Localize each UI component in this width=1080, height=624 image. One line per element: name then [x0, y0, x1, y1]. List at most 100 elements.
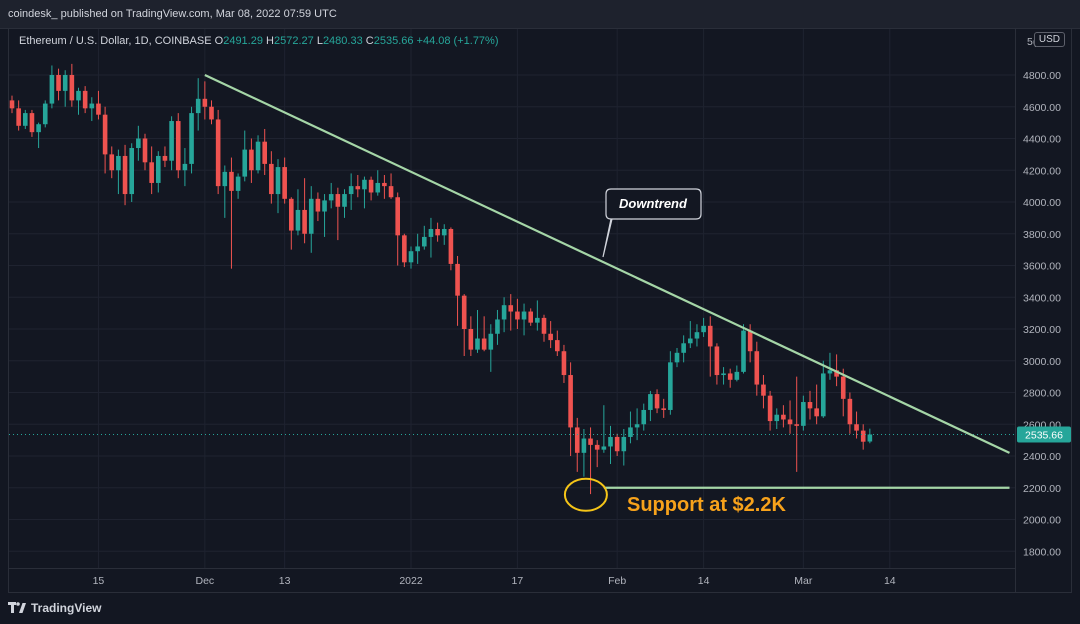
- support-circle-marker: [563, 477, 608, 512]
- candle-body: [455, 263, 460, 296]
- candle-body: [402, 235, 407, 263]
- candle-body: [827, 370, 833, 374]
- chart-panel[interactable]: 1800.00 2000.00 2200.00 2400.00 2600.00 2800.…: [8, 28, 1072, 593]
- candle-body: [56, 75, 61, 91]
- candle-body: [295, 209, 301, 231]
- candle-body: [102, 114, 108, 155]
- candle-body: [574, 427, 580, 453]
- downtrend-callout: Downtrend: [602, 188, 702, 258]
- candle-body: [415, 246, 420, 252]
- candle-body: [661, 408, 666, 410]
- candle-body: [142, 138, 148, 163]
- candle-body: [581, 438, 587, 453]
- candle-body: [76, 90, 81, 101]
- ohlc-legend: Ethereum / U.S. Dollar, 1D, COINBASE O24…: [19, 35, 499, 47]
- currency-selector[interactable]: USD: [1033, 32, 1065, 47]
- last-price-label: 2535.66: [1025, 429, 1063, 441]
- candle-body: [847, 398, 853, 425]
- candle-body: [628, 427, 633, 437]
- price-tick-label: 2800.00: [1023, 388, 1061, 400]
- footer: TradingView: [0, 594, 1080, 624]
- candle-body: [275, 167, 281, 195]
- candle-body: [601, 446, 607, 450]
- candle-body: [282, 167, 287, 199]
- candle-body: [614, 436, 620, 452]
- candle-body: [315, 198, 321, 212]
- candle-body: [289, 198, 294, 231]
- candle-body: [249, 149, 254, 171]
- candle-body: [62, 75, 68, 91]
- candle-body: [382, 182, 387, 187]
- candle-body: [701, 325, 706, 333]
- candle-body: [422, 236, 427, 247]
- time-tick-label: 14: [884, 575, 896, 587]
- candle-body: [109, 154, 115, 171]
- candle-body: [727, 373, 733, 380]
- candle-body: [840, 376, 846, 399]
- candle-body: [9, 100, 15, 109]
- callout-bubble: [602, 188, 702, 258]
- candle-body: [435, 228, 440, 236]
- tradingview-logo[interactable]: TradingView: [8, 601, 101, 615]
- candle-body: [781, 414, 786, 420]
- last-price-tag: [1017, 426, 1071, 443]
- candles-group: [9, 63, 873, 495]
- candle-body: [16, 108, 21, 126]
- candle-body: [541, 317, 547, 334]
- candle-body: [408, 251, 414, 263]
- candle-body: [555, 340, 560, 352]
- price-tick-label: 3600.00: [1023, 261, 1061, 273]
- candle-body: [162, 155, 168, 161]
- candle-body: [322, 200, 327, 212]
- candle-body: [368, 179, 374, 193]
- change-value: +44.08 (+1.77%): [416, 35, 499, 47]
- time-tick-label: 2022: [399, 575, 423, 587]
- candle-body: [189, 113, 194, 164]
- candle-body: [69, 75, 75, 101]
- open-label: O: [214, 35, 224, 47]
- symbol-label[interactable]: Ethereum / U.S. Dollar, 1D, COINBASE: [19, 35, 212, 47]
- candle-body: [515, 311, 520, 320]
- candle-body: [149, 162, 154, 183]
- close-label: C: [365, 35, 374, 47]
- candle-body: [508, 305, 514, 312]
- price-tick-label-partial: 5(: [1027, 36, 1037, 48]
- candle-body: [328, 194, 334, 201]
- time-tick-label: 17: [512, 575, 524, 587]
- price-tick-label: 4200.00: [1023, 165, 1061, 177]
- candle-body: [42, 103, 48, 125]
- price-tick-label: 4400.00: [1023, 134, 1061, 146]
- candle-body: [23, 113, 28, 126]
- candle-body: [302, 209, 307, 234]
- candle-body: [441, 228, 447, 236]
- candle-body: [222, 171, 228, 187]
- candle-body: [654, 394, 660, 409]
- candle-body: [741, 330, 746, 372]
- time-tick-label: Dec: [196, 575, 215, 587]
- price-tick-label: 4000.00: [1023, 197, 1061, 209]
- candle-body: [255, 141, 261, 171]
- candle-body: [867, 434, 873, 442]
- candle-body: [169, 121, 174, 161]
- candle-body: [707, 325, 713, 347]
- open-value: 2491.29: [223, 35, 263, 47]
- time-tick-label: 14: [698, 575, 710, 587]
- time-tick-label: 15: [93, 575, 105, 587]
- candle-body: [335, 194, 341, 207]
- candle-body: [89, 103, 95, 109]
- candle-body: [807, 402, 813, 409]
- candle-body: [681, 343, 686, 353]
- candle-body: [468, 329, 474, 350]
- time-tick-label: Feb: [608, 575, 626, 587]
- header-bar: coindesk_ published on TradingView.com, …: [0, 0, 1080, 29]
- candle-body: [175, 121, 181, 171]
- candle-body: [488, 333, 494, 350]
- candle-body: [634, 424, 640, 428]
- downtrend-line: [204, 74, 1010, 454]
- candlestick-chart[interactable]: 1800.002000.002200.002400.002600.002800.…: [9, 29, 1072, 593]
- price-tick-label: 2200.00: [1023, 483, 1061, 495]
- candle-body: [388, 186, 394, 198]
- price-tick-label: 2000.00: [1023, 515, 1061, 527]
- candle-body: [342, 194, 347, 207]
- callout-text: Downtrend: [619, 196, 688, 211]
